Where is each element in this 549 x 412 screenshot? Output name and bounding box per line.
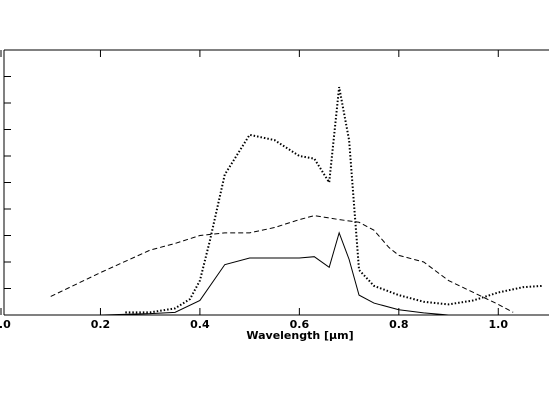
x-tick-label: 0.2 [91,318,111,331]
x-tick-label: 0.4 [190,318,210,331]
x-tick-label: 0.8 [389,318,409,331]
line-series [50,215,514,313]
x-tick-label: 1.0 [489,318,509,331]
line-series [100,231,499,316]
x-tick-label: 0.0 [0,318,11,331]
x-tick-label: 0.6 [290,318,310,331]
line-series [125,86,544,314]
x-axis-label: Wavelength [μm] [246,329,353,342]
